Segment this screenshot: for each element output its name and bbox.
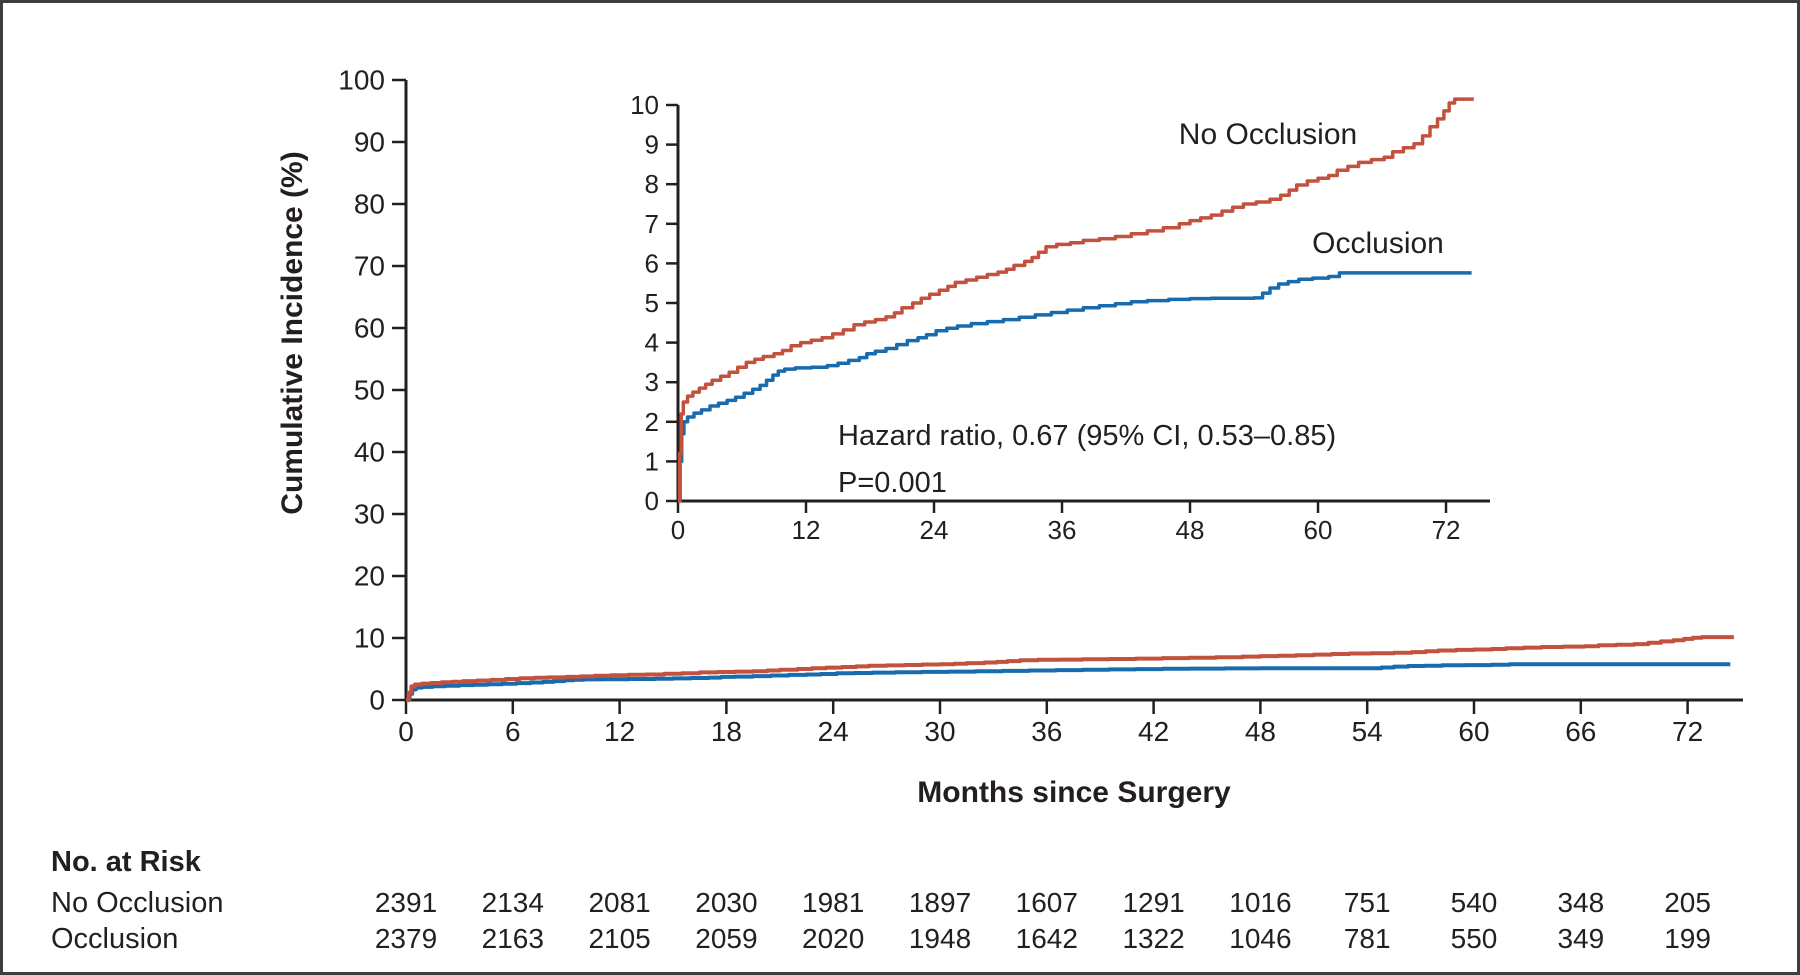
x-tick-label: 54: [1352, 716, 1383, 747]
y-axis-title: Cumulative Incidence (%): [276, 151, 309, 515]
x-tick-label: 30: [924, 716, 955, 747]
y-tick-label: 20: [354, 561, 385, 592]
y-tick-label: 60: [354, 313, 385, 344]
y-tick-label: 90: [354, 127, 385, 158]
x-tick-label: 42: [1138, 716, 1169, 747]
risk-value: 1897: [908, 887, 972, 918]
risk-row-label-no-occlusion: No Occlusion: [51, 887, 224, 919]
risk-value: 1016: [1229, 887, 1292, 918]
risk-value: 2081: [588, 887, 651, 918]
y-tick-label: 0: [645, 486, 659, 516]
x-tick-label: 0: [398, 716, 414, 747]
curve-no-occlusion: [406, 635, 1734, 702]
x-tick-label: 18: [711, 716, 742, 747]
y-tick-label: 10: [354, 623, 385, 654]
x-tick-label: 60: [1458, 716, 1489, 747]
risk-value: 1607: [1015, 887, 1078, 918]
x-tick-label: 72: [1672, 716, 1703, 747]
y-tick-label: 1: [645, 446, 659, 476]
risk-value: 199: [1664, 923, 1711, 954]
x-tick-label: 24: [920, 515, 949, 545]
risk-row-label-occlusion: Occlusion: [51, 923, 179, 955]
y-tick-label: 80: [354, 189, 385, 220]
y-tick-label: 9: [645, 130, 659, 160]
axis-line: [404, 80, 1743, 702]
x-tick-label: 36: [1048, 515, 1077, 545]
x-tick-label: 24: [818, 716, 849, 747]
x-tick-label: 48: [1176, 515, 1205, 545]
x-tick-label: 48: [1245, 716, 1276, 747]
x-tick-label: 36: [1031, 716, 1062, 747]
risk-value: 2134: [481, 887, 544, 918]
y-tick-label: 3: [645, 367, 659, 397]
risk-value: 1981: [802, 887, 865, 918]
risk-value: 2020: [802, 923, 865, 954]
x-tick-label: 12: [604, 716, 635, 747]
y-tick-label: 70: [354, 251, 385, 282]
risk-value: 2379: [374, 923, 438, 954]
y-tick-label: 5: [645, 288, 659, 318]
risk-value: 2163: [481, 923, 544, 954]
curve-occlusion: [678, 271, 1472, 503]
x-tick-label: 12: [792, 515, 821, 545]
y-tick-label: 50: [354, 375, 385, 406]
y-tick-label: 0: [369, 685, 385, 716]
risk-value: 540: [1450, 887, 1498, 918]
p-value-line: P=0.001: [838, 467, 947, 499]
risk-value: 205: [1664, 887, 1711, 918]
legend-label-occlusion: Occlusion: [1312, 227, 1444, 260]
main-chart-curves: [406, 635, 1734, 702]
y-tick-label: 7: [645, 209, 659, 239]
y-tick-label: 6: [645, 248, 659, 278]
inset-chart-curves: [677, 97, 1474, 503]
risk-value: 1322: [1122, 923, 1185, 954]
y-tick-label: 4: [645, 328, 659, 358]
risk-value: 1046: [1229, 923, 1292, 954]
x-tick-label: 60: [1304, 515, 1333, 545]
risk-value: 1642: [1015, 923, 1078, 954]
risk-value: 1291: [1122, 887, 1185, 918]
legend-label-no-occlusion: No Occlusion: [1178, 118, 1358, 151]
risk-value: 2105: [588, 923, 651, 954]
hazard-ratio-line: Hazard ratio, 0.67 (95% CI, 0.53–0.85): [838, 420, 1337, 452]
y-tick-label: 2: [645, 407, 659, 437]
y-tick-label: 40: [354, 437, 385, 468]
y-tick-label: 8: [645, 169, 659, 199]
risk-value: 349: [1557, 923, 1605, 954]
risk-value: 348: [1557, 887, 1605, 918]
risk-value: 550: [1450, 923, 1498, 954]
x-tick-label: 0: [671, 515, 685, 545]
risk-value: 2030: [695, 887, 758, 918]
risk-value: 2391: [374, 887, 438, 918]
y-tick-label: 10: [630, 90, 659, 120]
x-tick-label: 6: [505, 716, 521, 747]
curve-occlusion: [406, 662, 1731, 702]
x-axis-title: Months since Surgery: [917, 776, 1231, 809]
risk-value: 781: [1343, 923, 1391, 954]
risk-table-title: No. at Risk: [51, 846, 201, 878]
hazard-ratio-annotation: Hazard ratio, 0.67 (95% CI, 0.53–0.85) P…: [838, 413, 1336, 507]
y-tick-label: 30: [354, 499, 385, 530]
risk-value: 751: [1343, 887, 1391, 918]
x-tick-label: 72: [1432, 515, 1461, 545]
risk-value: 1948: [908, 923, 972, 954]
risk-value: 2059: [695, 923, 758, 954]
curve-no-occlusion: [677, 97, 1474, 503]
y-tick-label: 100: [338, 65, 385, 96]
x-tick-label: 66: [1565, 716, 1596, 747]
